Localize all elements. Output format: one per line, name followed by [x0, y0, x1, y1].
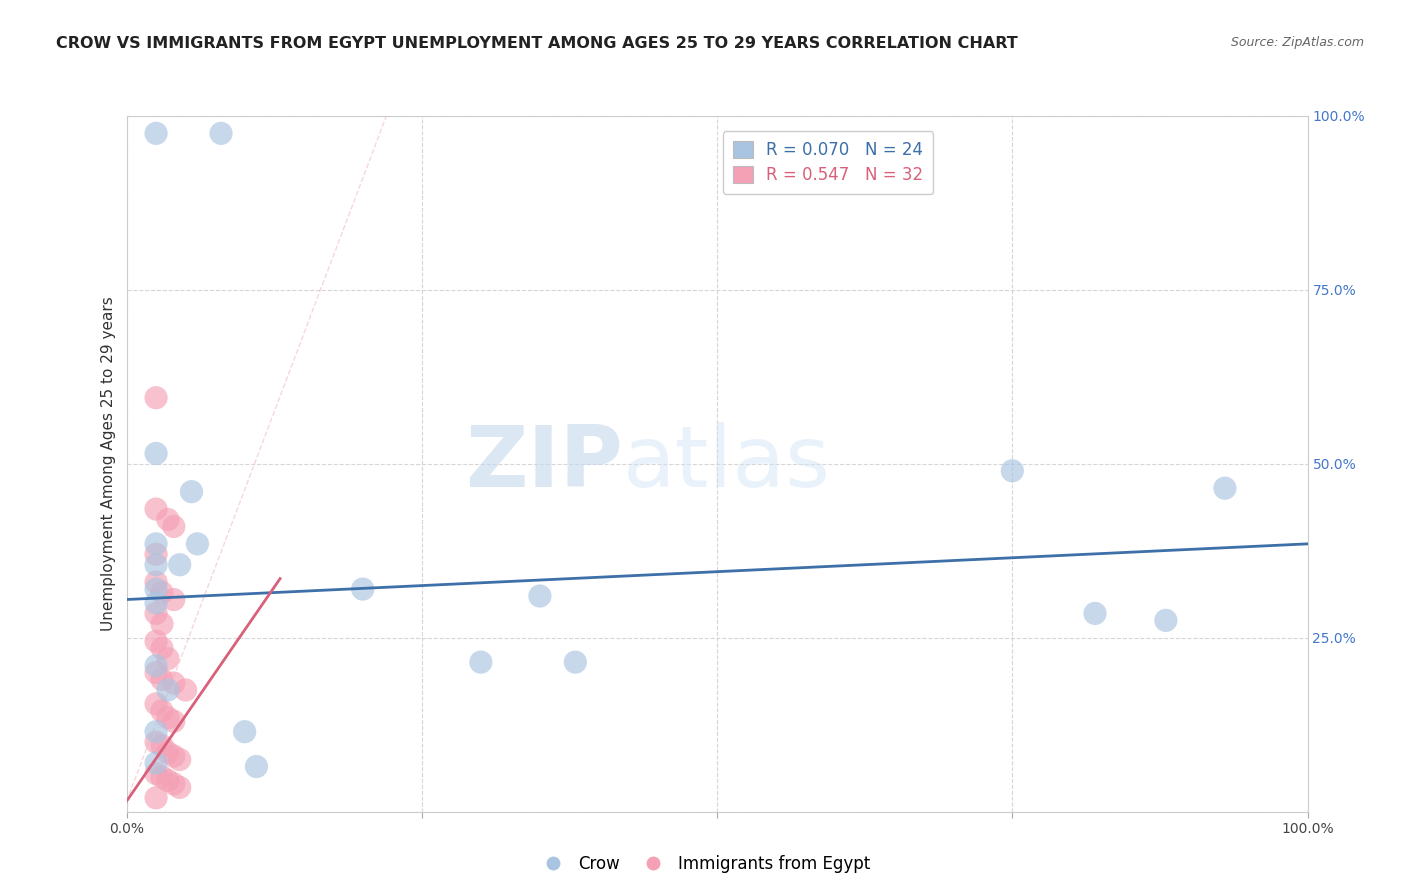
- Point: [1213, 481, 1236, 495]
- Point: [169, 558, 191, 572]
- Text: CROW VS IMMIGRANTS FROM EGYPT UNEMPLOYMENT AMONG AGES 25 TO 29 YEARS CORRELATION: CROW VS IMMIGRANTS FROM EGYPT UNEMPLOYME…: [56, 36, 1018, 51]
- Point: [209, 127, 232, 141]
- Point: [163, 676, 186, 690]
- Y-axis label: Unemployment Among Ages 25 to 29 years: Unemployment Among Ages 25 to 29 years: [101, 296, 117, 632]
- Point: [156, 651, 179, 665]
- Point: [156, 746, 179, 760]
- Point: [1001, 464, 1024, 478]
- Point: [233, 724, 256, 739]
- Point: [163, 592, 186, 607]
- Point: [174, 683, 197, 698]
- Point: [352, 582, 374, 596]
- Point: [180, 484, 202, 499]
- Point: [145, 697, 167, 711]
- Text: ZIP: ZIP: [465, 422, 623, 506]
- Point: [145, 724, 167, 739]
- Point: [150, 770, 173, 784]
- Point: [1084, 607, 1107, 621]
- Point: [145, 756, 167, 770]
- Point: [145, 790, 167, 805]
- Point: [163, 777, 186, 791]
- Point: [145, 665, 167, 680]
- Point: [169, 780, 191, 795]
- Legend: R = 0.070   N = 24, R = 0.547   N = 32: R = 0.070 N = 24, R = 0.547 N = 32: [723, 131, 934, 194]
- Point: [145, 607, 167, 621]
- Point: [156, 683, 179, 698]
- Point: [145, 537, 167, 551]
- Point: [1154, 614, 1177, 628]
- Point: [145, 446, 167, 460]
- Point: [156, 512, 179, 526]
- Legend: Crow, Immigrants from Egypt: Crow, Immigrants from Egypt: [529, 848, 877, 880]
- Point: [564, 655, 586, 669]
- Point: [145, 596, 167, 610]
- Point: [145, 634, 167, 648]
- Point: [150, 585, 173, 599]
- Point: [169, 753, 191, 767]
- Point: [529, 589, 551, 603]
- Point: [145, 391, 167, 405]
- Point: [145, 582, 167, 596]
- Point: [145, 575, 167, 590]
- Point: [470, 655, 492, 669]
- Point: [163, 749, 186, 764]
- Point: [156, 711, 179, 725]
- Point: [163, 714, 186, 729]
- Point: [150, 616, 173, 631]
- Point: [186, 537, 208, 551]
- Point: [150, 673, 173, 687]
- Point: [145, 735, 167, 749]
- Point: [145, 547, 167, 561]
- Point: [145, 502, 167, 516]
- Text: Source: ZipAtlas.com: Source: ZipAtlas.com: [1230, 36, 1364, 49]
- Point: [145, 127, 167, 141]
- Point: [150, 641, 173, 656]
- Point: [150, 739, 173, 753]
- Point: [156, 773, 179, 788]
- Point: [150, 704, 173, 718]
- Point: [145, 766, 167, 780]
- Point: [245, 759, 267, 773]
- Point: [145, 558, 167, 572]
- Text: atlas: atlas: [623, 422, 831, 506]
- Point: [145, 658, 167, 673]
- Point: [163, 519, 186, 533]
